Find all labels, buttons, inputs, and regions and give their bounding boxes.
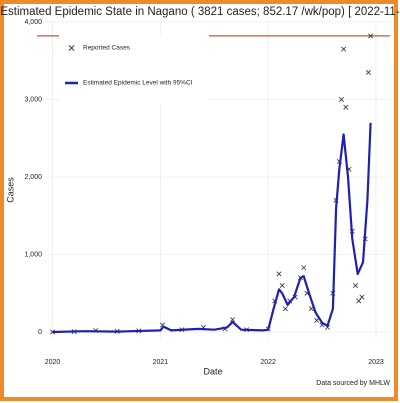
reported-case-marker [314, 317, 320, 323]
reported-case-marker [279, 283, 285, 288]
reported-case-marker [230, 317, 236, 323]
reported-case-marker [339, 97, 344, 102]
y-tick-label: 2,000 [24, 174, 42, 181]
x-tick-label: 2022 [260, 359, 276, 366]
x-tick-label: 2023 [368, 359, 384, 366]
reported-case-marker [282, 306, 288, 312]
reported-case-marker [343, 104, 349, 110]
reported-case-marker [353, 283, 358, 288]
reported-case-marker [359, 294, 365, 300]
x-tick-label: 2021 [153, 359, 169, 366]
y-tick-label: 0 [38, 329, 42, 336]
legend-box [59, 34, 209, 104]
reported-case-marker [301, 265, 307, 271]
source-note: Data sourced by MHLW [316, 380, 390, 387]
x-axis-label: Date [203, 366, 222, 376]
x-tick-label: 2020 [45, 359, 61, 366]
y-tick-label: 1,000 [24, 251, 42, 258]
y-tick-label: 3,000 [24, 96, 42, 103]
legend-label: Reported Cases [83, 45, 131, 52]
reported-case-marker [368, 33, 374, 39]
legend-marker [68, 45, 75, 51]
reported-case-marker [356, 298, 362, 304]
reported-case-marker [365, 69, 371, 75]
chart-title: Estimated Epidemic State in Nagano ( 382… [0, 6, 399, 18]
reported-case-marker [276, 271, 282, 277]
legend-label: Estimated Epidemic Level with 95%CI [83, 80, 193, 87]
reported-case-marker [341, 46, 347, 52]
y-axis-label: Cases [5, 177, 15, 203]
estimate-line [52, 122, 372, 334]
plot [50, 33, 374, 335]
y-tick-label: 4,000 [24, 19, 42, 26]
